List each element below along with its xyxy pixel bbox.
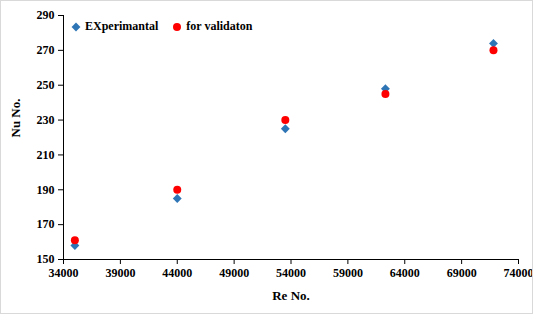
html-text:EXperimantal: EXperimantal	[85, 19, 159, 33]
svg-text:49000: 49000	[219, 266, 249, 280]
svg-text:170: 170	[37, 217, 55, 231]
svg-text:150: 150	[37, 252, 55, 266]
svg-text:190: 190	[37, 183, 55, 197]
svg-text:230: 230	[37, 113, 55, 127]
svg-text:44000: 44000	[162, 266, 192, 280]
svg-text:54000: 54000	[276, 266, 306, 280]
svg-text:Re No.: Re No.	[272, 288, 310, 303]
svg-text:34000: 34000	[49, 266, 79, 280]
svg-text:64000: 64000	[390, 266, 420, 280]
svg-text:270: 270	[37, 43, 55, 57]
svg-text:39000: 39000	[105, 266, 135, 280]
svg-text:210: 210	[37, 148, 55, 162]
html-text:for validaton: for validaton	[186, 19, 253, 33]
svg-text:290: 290	[37, 8, 55, 22]
svg-text:250: 250	[37, 78, 55, 92]
svg-text:69000: 69000	[447, 266, 477, 280]
svg-text:74000: 74000	[504, 266, 533, 280]
svg-text:Nu No.: Nu No.	[8, 98, 23, 137]
svg-text:59000: 59000	[333, 266, 363, 280]
